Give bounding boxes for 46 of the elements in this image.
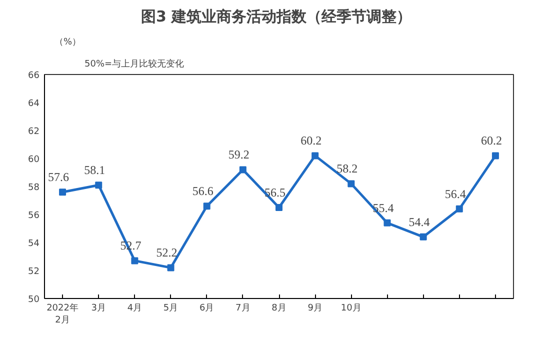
point [348, 180, 355, 188]
point [59, 188, 66, 196]
data-label: 60.2 [480, 134, 502, 148]
x-tick-label: 5月 [163, 304, 178, 314]
x-tick-label: 10月 [340, 304, 362, 314]
x-tick-label: 8月 [272, 304, 286, 314]
point [95, 182, 102, 189]
point [276, 204, 282, 211]
y-tick-label: 52 [28, 267, 40, 277]
y-tick-label: 56 [28, 211, 40, 221]
point [456, 205, 463, 212]
y-tick-label: 66 [28, 71, 40, 81]
point [312, 152, 319, 160]
point [384, 219, 391, 226]
data-label: 56.5 [264, 186, 286, 200]
data-label: 59.2 [228, 148, 250, 162]
y-tick-label: 50 [28, 295, 40, 305]
x-tick-label: 6月 [199, 304, 214, 314]
data-label: 57.6 [48, 170, 70, 184]
y-tick-label: 62 [28, 127, 40, 137]
text: 50%=与上月比较无变化 [84, 58, 184, 70]
point [420, 233, 427, 240]
chart-title: 图3 建筑业商务活动指数（经季节调整） [141, 8, 412, 26]
data-label: 54.4 [408, 214, 430, 229]
x-tick-label: 9月 [308, 304, 322, 314]
y-tick-label: 54 [28, 239, 40, 249]
y-tick-label: 58 [28, 183, 40, 193]
point [167, 264, 174, 272]
data-label: 52.2 [156, 246, 178, 260]
y-tick-label: 60 [28, 155, 40, 165]
x-tick-label: 7月 [236, 304, 250, 314]
data-label: 56.4 [444, 186, 466, 201]
y-axis-title: （%） [54, 38, 82, 48]
x-tick-label: 2022年 2月 [46, 302, 78, 326]
x-tick-label: 3月 [91, 304, 106, 314]
point [239, 166, 246, 174]
point [131, 257, 138, 264]
x-tick-label: 4月 [127, 304, 142, 314]
data-label: 58.1 [84, 163, 106, 178]
data-label: 55.4 [372, 200, 394, 215]
data-label: 56.6 [192, 184, 214, 198]
data-label: 58.2 [336, 162, 358, 176]
point [203, 202, 210, 210]
y-tick-label: 64 [28, 99, 40, 109]
data-label: 60.2 [300, 134, 322, 148]
point [492, 152, 499, 160]
